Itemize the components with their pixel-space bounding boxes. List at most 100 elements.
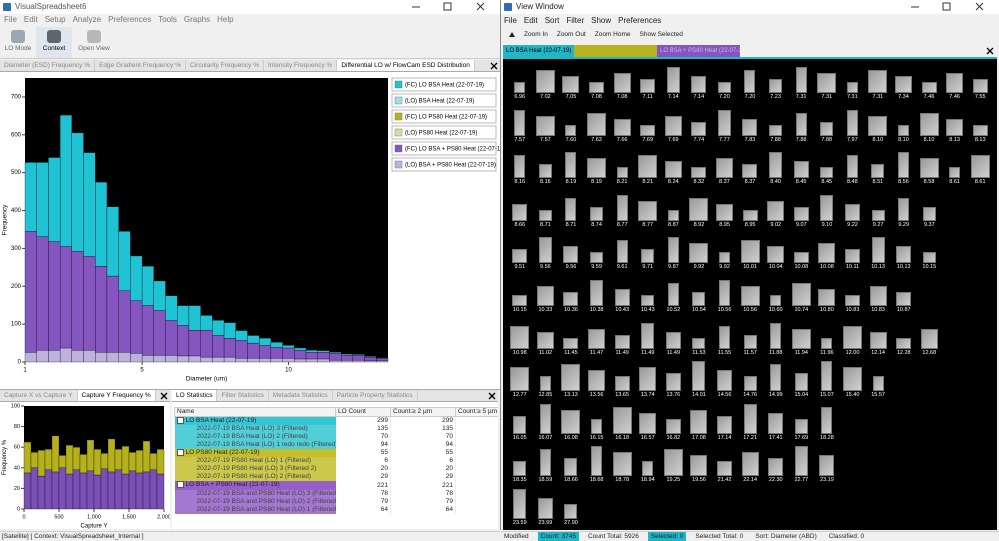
particle-cell[interactable]: 15.07 xyxy=(814,357,840,399)
particle-cell[interactable]: 10.11 xyxy=(840,229,866,271)
particle-cell[interactable]: 7.66 xyxy=(609,102,635,144)
particle-cell[interactable]: 19.56 xyxy=(686,442,712,484)
particle-cell[interactable]: 16.05 xyxy=(507,400,533,442)
toolbar-button[interactable]: Zoom Home xyxy=(594,31,631,38)
item-row[interactable]: 2022-07-19 BSA and PS80 Heat (LO) 2 (Fil… xyxy=(174,497,498,506)
particle-cell[interactable]: 12.77 xyxy=(507,357,533,399)
particle-cell[interactable]: 7.57 xyxy=(533,102,559,144)
particle-cell[interactable]: 8.24 xyxy=(660,144,686,186)
particle-cell[interactable]: 9.22 xyxy=(840,187,866,229)
particle-cell[interactable]: 10.04 xyxy=(763,229,789,271)
particle-cell[interactable]: 9.87 xyxy=(661,229,687,271)
particle-cell[interactable]: 9.71 xyxy=(635,229,661,271)
group-row[interactable]: LO BSA Heat (22-07-19)2992995 xyxy=(174,416,498,426)
particle-cell[interactable]: 17.69 xyxy=(789,400,815,442)
particle-cell[interactable]: 10.56 xyxy=(712,272,738,314)
particle-cell[interactable]: 16.57 xyxy=(635,400,661,442)
particle-cell[interactable]: 10.36 xyxy=(558,272,584,314)
particle-cell[interactable]: 10.87 xyxy=(891,272,917,314)
particle-cell[interactable]: 7.31 xyxy=(865,59,891,101)
particle-cell[interactable]: 9.92 xyxy=(686,229,712,271)
particle-cell[interactable]: 7.88 xyxy=(788,102,814,144)
item-row[interactable]: 2022-07-19 PS80 Heat (LO) 3 (Filtered 2)… xyxy=(174,465,498,474)
toolbar-button[interactable]: LO Mode xyxy=(0,27,36,58)
particle-cell[interactable]: 21.42 xyxy=(712,442,738,484)
particle-cell[interactable]: 7.08 xyxy=(584,59,610,101)
tab[interactable]: Filter Statistics xyxy=(217,390,269,401)
particle-cell[interactable]: 8.37 xyxy=(712,144,738,186)
particle-cell[interactable]: 10.83 xyxy=(840,272,866,314)
particle-cell[interactable]: 14.01 xyxy=(686,357,712,399)
particle-cell[interactable]: 7.77 xyxy=(712,102,738,144)
particle-cell[interactable]: 7.46 xyxy=(916,59,942,101)
particle-cell[interactable]: 12.14 xyxy=(865,315,891,357)
menu-item[interactable]: Edit xyxy=(23,15,38,24)
menu-item[interactable]: Help xyxy=(217,15,234,24)
tab[interactable]: Diameter (ESD) Frequency % xyxy=(0,60,95,71)
particle-cell[interactable]: 8.19 xyxy=(584,144,610,186)
particle-cell[interactable]: 8.45 xyxy=(788,144,814,186)
particle-cell[interactable]: 17.14 xyxy=(712,400,738,442)
particle-cell[interactable]: 12.28 xyxy=(891,315,917,357)
particle-cell[interactable]: 10.74 xyxy=(789,272,815,314)
particle-cell[interactable]: 9.56 xyxy=(558,229,584,271)
particle-cell[interactable]: 11.49 xyxy=(635,315,661,357)
menu-item[interactable]: Edit xyxy=(523,16,538,25)
tab[interactable]: Circularity Frequency % xyxy=(186,60,265,71)
particle-cell[interactable]: 16.15 xyxy=(584,400,610,442)
particle-cell[interactable]: 9.37 xyxy=(917,187,943,229)
particle-cell[interactable]: 9.51 xyxy=(507,229,533,271)
particle-cell[interactable]: 18.35 xyxy=(507,442,533,484)
particle-cell[interactable]: 7.23 xyxy=(763,59,789,101)
maximize-button[interactable] xyxy=(443,2,452,11)
particle-cell[interactable]: 10.98 xyxy=(507,315,533,357)
particle-cell[interactable]: 9.92 xyxy=(712,229,738,271)
particle-cell[interactable]: 9.59 xyxy=(584,229,610,271)
particle-cell[interactable]: 10.15 xyxy=(917,229,943,271)
tab[interactable]: Capture Y Frequency % xyxy=(77,390,156,401)
particle-cell[interactable]: 10.80 xyxy=(814,272,840,314)
particle-cell[interactable]: 10.33 xyxy=(533,272,559,314)
tab[interactable]: Capture X vs Capture Y xyxy=(0,390,78,401)
particle-cell[interactable]: 11.57 xyxy=(737,315,763,357)
particle-cell[interactable]: 13.13 xyxy=(558,357,584,399)
maximize-button[interactable] xyxy=(942,2,951,11)
particle-cell[interactable]: 18.68 xyxy=(584,442,610,484)
particle-cell[interactable]: 16.07 xyxy=(533,400,559,442)
particle-cell[interactable]: 7.08 xyxy=(609,59,635,101)
particle-cell[interactable]: 7.97 xyxy=(840,102,866,144)
particle-cell[interactable]: 11.96 xyxy=(814,315,840,357)
particle-cell[interactable]: 12.85 xyxy=(533,357,559,399)
particle-cell[interactable]: 7.31 xyxy=(788,59,814,101)
particle-cell[interactable]: 7.20 xyxy=(712,59,738,101)
item-row[interactable]: 2022-07-19 BSA and PS80 Heat (LO) 1 (Fil… xyxy=(174,505,498,514)
particle-cell[interactable]: 9.29 xyxy=(891,187,917,229)
particle-cell[interactable]: 7.88 xyxy=(814,102,840,144)
particle-cell[interactable]: 10.60 xyxy=(763,272,789,314)
particle-cell[interactable]: 14.76 xyxy=(737,357,763,399)
particle-cell[interactable]: 8.61 xyxy=(942,144,968,186)
particle-cell[interactable]: 10.56 xyxy=(737,272,763,314)
particle-cell[interactable]: 10.08 xyxy=(789,229,815,271)
particle-cell[interactable]: 9.10 xyxy=(814,187,840,229)
particle-cell[interactable]: 7.34 xyxy=(891,59,917,101)
item-row[interactable]: 2022-07-19 BSA and PS80 Heat (LO) 3 (Fil… xyxy=(174,489,498,498)
pane-close[interactable] xyxy=(490,62,498,70)
tab[interactable]: Intensity Frequency % xyxy=(264,60,338,71)
particle-cell[interactable]: 8.87 xyxy=(661,187,687,229)
particle-cell[interactable]: 8.71 xyxy=(558,187,584,229)
particle-cell[interactable]: 8.74 xyxy=(584,187,610,229)
tree-toggle[interactable] xyxy=(176,481,184,489)
particle-cell[interactable]: 9.07 xyxy=(789,187,815,229)
particle-cell[interactable]: 12.68 xyxy=(917,315,943,357)
particle-cell[interactable]: 7.69 xyxy=(635,102,661,144)
close-button[interactable] xyxy=(476,2,485,11)
particle-cell[interactable]: 8.37 xyxy=(737,144,763,186)
particle-cell[interactable]: 8.21 xyxy=(635,144,661,186)
particle-cell[interactable]: 7.31 xyxy=(840,59,866,101)
particle-cell[interactable]: 10.15 xyxy=(507,272,533,314)
particle-cell[interactable]: 10.54 xyxy=(686,272,712,314)
particle-cell[interactable]: 7.69 xyxy=(660,102,686,144)
class-tab[interactable]: LO BSA + PS80 Heat (22-07-19) xyxy=(657,45,740,57)
menu-item[interactable]: File xyxy=(504,16,517,25)
